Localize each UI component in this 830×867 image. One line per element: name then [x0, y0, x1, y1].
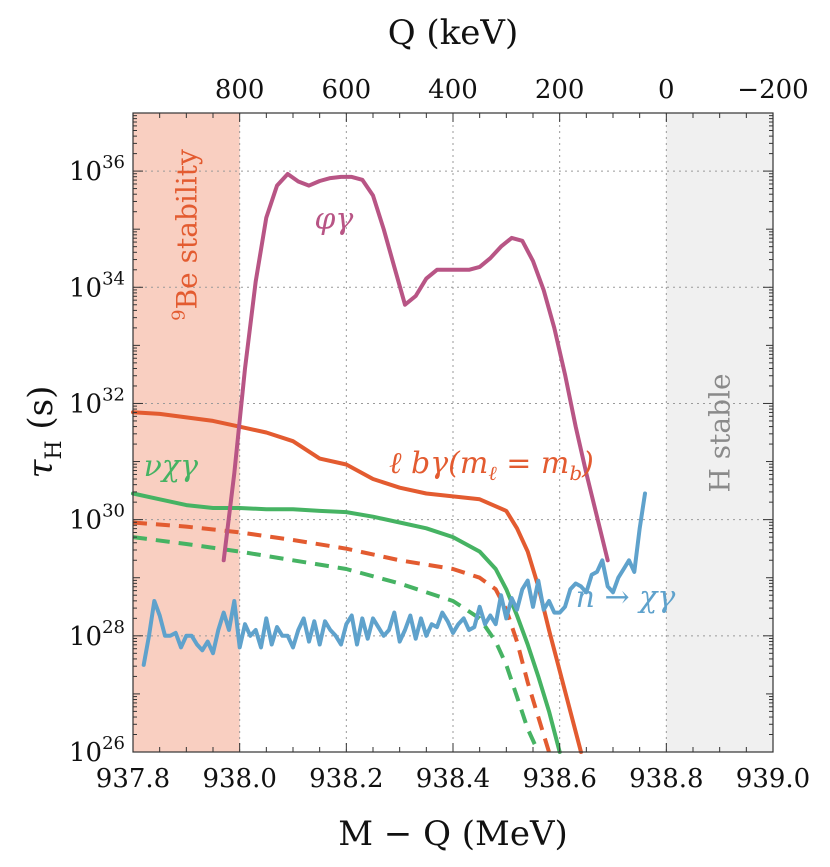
y-tick-exponent: 26	[102, 733, 125, 754]
series-label-nu-chi-gamma: νχγ	[144, 449, 198, 484]
shaded-bands	[133, 113, 773, 752]
y-tick-exponent: 30	[102, 501, 125, 522]
series-label-text: n → χγ	[576, 580, 676, 615]
series-label-n-chi-gamma: n → χγ	[576, 580, 676, 615]
y-tick-base: 10	[69, 389, 102, 419]
y-tick-base: 10	[69, 738, 102, 768]
band-label-sup: 9	[168, 309, 189, 320]
y-tick-exponent: 32	[102, 384, 125, 405]
y-tick-exponent: 36	[102, 152, 125, 173]
x-tick-label-5: 938.8	[629, 764, 703, 794]
x-tick-label-1: 938.0	[202, 764, 276, 794]
x2-axis-title: Q (keV)	[388, 13, 519, 53]
series-label-sub: ℓ	[488, 461, 497, 485]
x-axis-title: M − Q (MeV)	[338, 814, 568, 854]
x2-tick-label-5: −200	[737, 75, 808, 105]
band-label-text: H stable	[704, 373, 737, 492]
y-tick-label-4: 1034	[69, 268, 125, 303]
y-tick-label-0: 1026	[69, 733, 125, 768]
y-tick-label-1: 1028	[69, 617, 125, 652]
series-line-n-chi-gamma	[141, 491, 647, 667]
series-line-nu-chi-gamma	[131, 491, 562, 754]
x-tick-label-0: 937.8	[96, 764, 170, 794]
x-tick-label-3: 938.4	[416, 764, 490, 794]
x2-tick-label-0: 800	[215, 75, 265, 105]
y-axis-title-unit: (s)	[21, 386, 61, 441]
band-label-0: 9Be stability	[168, 149, 203, 321]
y-tick-exponent: 34	[102, 268, 125, 289]
y-axis-title: τH (s)	[21, 386, 67, 479]
series-label-lb-gamma: ℓ bγ(mℓ = mb)	[389, 446, 594, 485]
band-0	[133, 113, 240, 752]
series-label-text: ℓ bγ(m	[389, 446, 488, 481]
y-tick-base: 10	[69, 157, 102, 187]
x2-tick-label-2: 400	[428, 75, 478, 105]
y-tick-base: 10	[69, 273, 102, 303]
x2-tick-label-3: 200	[535, 75, 585, 105]
series-label-text: = m	[497, 446, 570, 481]
x-tick-label-2: 938.2	[309, 764, 383, 794]
x-tick-label-6: 939.0	[736, 764, 810, 794]
series-label-sub: b	[569, 461, 582, 485]
y-tick-label-5: 1036	[69, 152, 125, 187]
y-axis-title-symbol: τ	[21, 458, 61, 478]
x2-tick-label-1: 600	[322, 75, 372, 105]
axis-titles: M − Q (MeV) Q (keV) τH (s)	[21, 13, 568, 854]
series-label-text: φγ	[314, 202, 353, 237]
y-axis-title-sub: H	[42, 440, 67, 459]
series-line-lb-gamma-dashed	[132, 520, 551, 753]
band-label-1: H stable	[704, 373, 737, 492]
y-tick-base: 10	[69, 622, 102, 652]
axis-tick-labels: 937.8 938.0 938.2 938.4 938.6 938.8 939.0 800 60…	[69, 75, 810, 794]
axis-ticks	[132, 113, 774, 753]
y-tick-label-3: 1032	[69, 384, 125, 419]
y-tick-label-2: 1030	[69, 501, 125, 536]
x2-tick-label-4: 0	[658, 75, 675, 105]
y-tick-exponent: 28	[102, 617, 125, 638]
series-labels: φγ ℓ bγ(mℓ = mb) νχγ n → χγ 9Be stability H s…	[144, 149, 737, 615]
series-label-phi-gamma: φγ	[314, 202, 353, 237]
series-line-nu-chi-gamma-dashed	[132, 535, 541, 753]
series-curves	[131, 172, 647, 754]
band-label-text: Be stability	[170, 149, 203, 309]
y-tick-base: 10	[69, 506, 102, 536]
series-label-text: )	[581, 446, 594, 481]
series-label-text: νχγ	[144, 449, 198, 484]
series-line-phi-gamma	[221, 172, 610, 563]
band-1	[666, 113, 773, 752]
x-tick-label-4: 938.6	[522, 764, 596, 794]
